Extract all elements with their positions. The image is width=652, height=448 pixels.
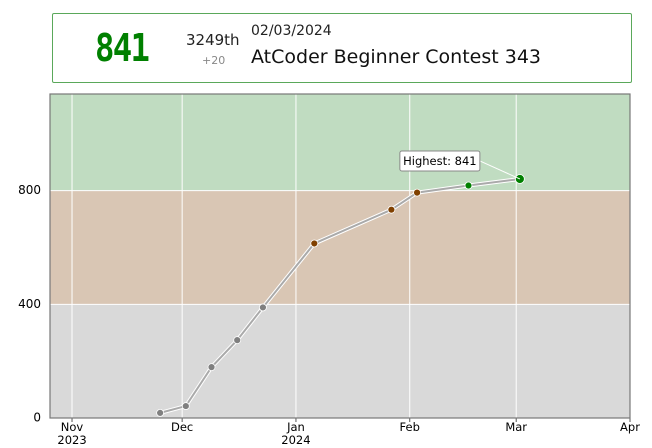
contest-name: AtCoder Beginner Contest 343: [251, 46, 542, 68]
annotation: Highest: 841: [399, 150, 481, 172]
contest-header: 841 3249th +20 02/03/2024 AtCoder Beginn…: [52, 13, 632, 83]
plot-frame: [49, 93, 631, 419]
rating-point: [233, 336, 242, 345]
rating-band: [50, 94, 630, 191]
rating-point: [156, 408, 165, 417]
rating-point: [464, 181, 473, 190]
x-tick-label: Dec: [171, 420, 194, 434]
rating-band: [50, 304, 630, 418]
x-tick-label: Mar: [505, 420, 528, 434]
rating-point: [207, 363, 216, 372]
y-tick-label: 0: [33, 411, 41, 425]
annotation-text: Highest: 841: [403, 154, 477, 168]
rating-line: [159, 177, 520, 414]
x-tick-label: Apr: [620, 420, 640, 434]
rating-point: [413, 188, 421, 197]
rating-point: [310, 239, 319, 248]
contest-date: 02/03/2024: [251, 23, 332, 39]
x-tick-label: Nov 2023: [57, 420, 87, 447]
rank: 3249th: [186, 31, 240, 49]
rating-point: [259, 303, 267, 312]
rating-point: [387, 205, 396, 214]
y-tick-label: 400: [18, 297, 41, 311]
annotation-box: [399, 150, 481, 172]
rating-diff: +20: [202, 54, 226, 67]
rating-point: [181, 402, 190, 410]
rating-band: [50, 190, 630, 305]
x-tick-label: Jan 2024: [281, 420, 311, 447]
rating: 841: [95, 26, 150, 70]
x-tick-label: Feb: [399, 420, 420, 434]
y-tick-label: 800: [18, 183, 41, 197]
annotation-pointer: [479, 160, 521, 180]
